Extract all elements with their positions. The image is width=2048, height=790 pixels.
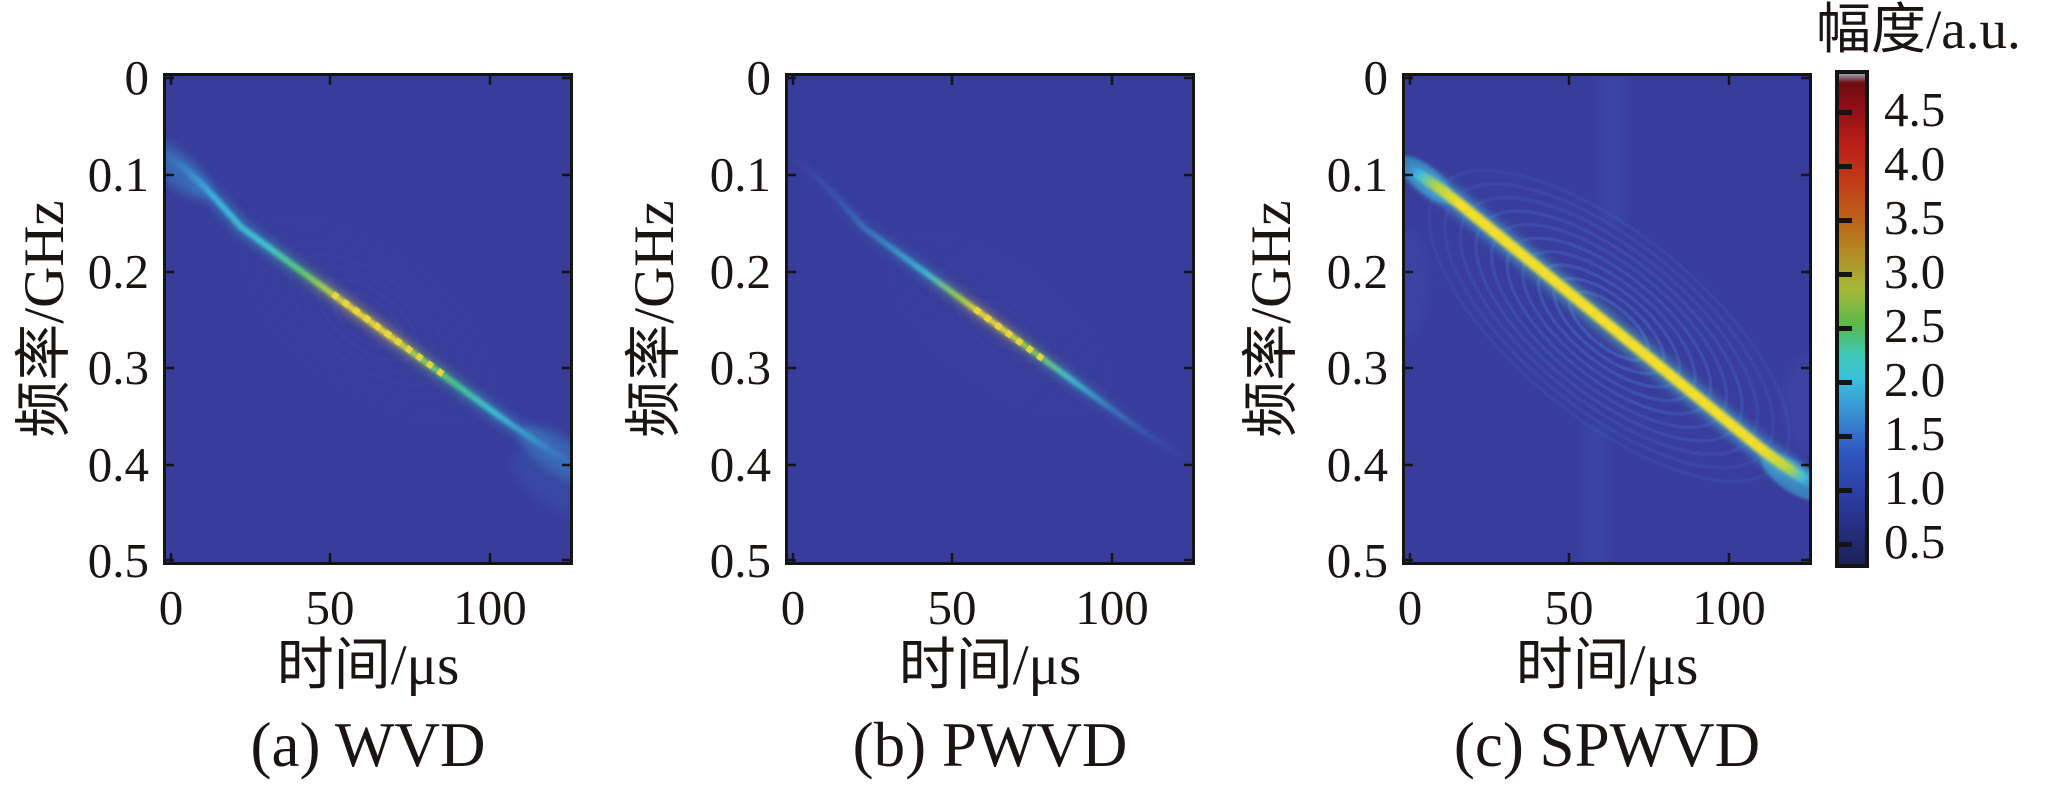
axes-box bbox=[785, 73, 1195, 565]
axes-box bbox=[163, 73, 573, 565]
y-tick-label: 0.2 bbox=[709, 244, 771, 299]
x-tick-label: 100 bbox=[1692, 580, 1766, 635]
colorbar-tick bbox=[1839, 218, 1852, 223]
colorbar-tick bbox=[1839, 434, 1852, 439]
spwvd-heatmap bbox=[1402, 73, 1812, 565]
colorbar-tick bbox=[1839, 272, 1852, 277]
y-tick-label: 0.1 bbox=[709, 147, 771, 202]
colorbar-tick bbox=[1839, 326, 1852, 331]
panel3-x-axis-label: 时间/μs bbox=[1515, 634, 1699, 697]
pwvd-heatmap bbox=[785, 73, 1195, 565]
panel2-x-axis-label: 时间/μs bbox=[898, 634, 1082, 697]
colorbar-tick bbox=[1839, 110, 1852, 115]
x-tick-label: 50 bbox=[927, 580, 977, 635]
colorbar-tick-label: 4.0 bbox=[1884, 136, 1946, 191]
y-tick-label: 0 bbox=[124, 50, 150, 105]
panel2-caption: (b) PWVD bbox=[852, 710, 1128, 780]
colorbar-tick-label: 0.5 bbox=[1884, 514, 1946, 569]
chirp-ridge bbox=[785, 150, 1195, 468]
cross-term-band bbox=[1582, 425, 1608, 565]
chirp-ridge-peak-dots bbox=[331, 291, 450, 381]
colorbar-tick-label: 1.0 bbox=[1884, 460, 1946, 515]
colorbar-tick-label: 3.5 bbox=[1884, 190, 1946, 245]
wvd-heatmap bbox=[163, 73, 573, 565]
x-tick-label: 100 bbox=[1075, 580, 1149, 635]
panel1-caption: (a) WVD bbox=[250, 710, 486, 780]
x-tick-label: 0 bbox=[780, 580, 806, 635]
colorbar-tick-label: 2.5 bbox=[1884, 298, 1946, 353]
y-tick-label: 0.3 bbox=[709, 340, 771, 395]
y-tick-label: 0.3 bbox=[1326, 340, 1388, 395]
panel3-caption: (c) SPWVD bbox=[1453, 710, 1761, 780]
colorbar-tick-label: 3.0 bbox=[1884, 244, 1946, 299]
edge-fringe bbox=[1782, 353, 1812, 453]
colorbar-tick-label: 2.0 bbox=[1884, 352, 1946, 407]
colorbar-tick bbox=[1839, 542, 1852, 547]
panel1-x-axis-label: 时间/μs bbox=[276, 634, 460, 697]
colorbar-tick-label: 1.5 bbox=[1884, 406, 1946, 461]
x-tick-label: 0 bbox=[1397, 580, 1423, 635]
ridge-end-flare bbox=[512, 449, 573, 521]
y-tick-label: 0.5 bbox=[1326, 533, 1388, 588]
chirp-ridge-peak-dots bbox=[973, 306, 1049, 365]
y-tick-label: 0 bbox=[1363, 50, 1389, 105]
y-tick-label: 0.2 bbox=[1326, 244, 1388, 299]
chirp-ridge-peak-dots bbox=[1454, 199, 1757, 446]
colorbar-tick bbox=[1839, 164, 1852, 169]
colorbar-tick bbox=[1839, 380, 1852, 385]
y-tick-label: 0.2 bbox=[87, 244, 149, 299]
y-tick-label: 0.5 bbox=[87, 533, 149, 588]
x-tick-label: 0 bbox=[158, 580, 184, 635]
y-tick-label: 0.1 bbox=[87, 147, 149, 202]
cross-term-band bbox=[1600, 73, 1626, 223]
y-tick-label: 0.4 bbox=[709, 437, 771, 492]
chirp-ridge bbox=[163, 150, 573, 468]
colorbar-tick bbox=[1839, 488, 1852, 493]
y-tick-label: 0.3 bbox=[87, 340, 149, 395]
y-tick-label: 0.4 bbox=[87, 437, 149, 492]
x-tick-label: 100 bbox=[453, 580, 527, 635]
axes-box bbox=[1402, 73, 1812, 565]
colorbar-gradient bbox=[1835, 70, 1869, 568]
edge-fringe bbox=[1402, 228, 1430, 338]
x-tick-label: 50 bbox=[1544, 580, 1594, 635]
y-tick-label: 0 bbox=[746, 50, 772, 105]
y-tick-label: 0.5 bbox=[709, 533, 771, 588]
x-tick-label: 50 bbox=[305, 580, 355, 635]
y-tick-label: 0.1 bbox=[1326, 147, 1388, 202]
colorbar-title: 幅度/a.u. bbox=[1816, 0, 2021, 60]
y-tick-label: 0.4 bbox=[1326, 437, 1388, 492]
colorbar-tick-label: 4.5 bbox=[1884, 82, 1946, 137]
